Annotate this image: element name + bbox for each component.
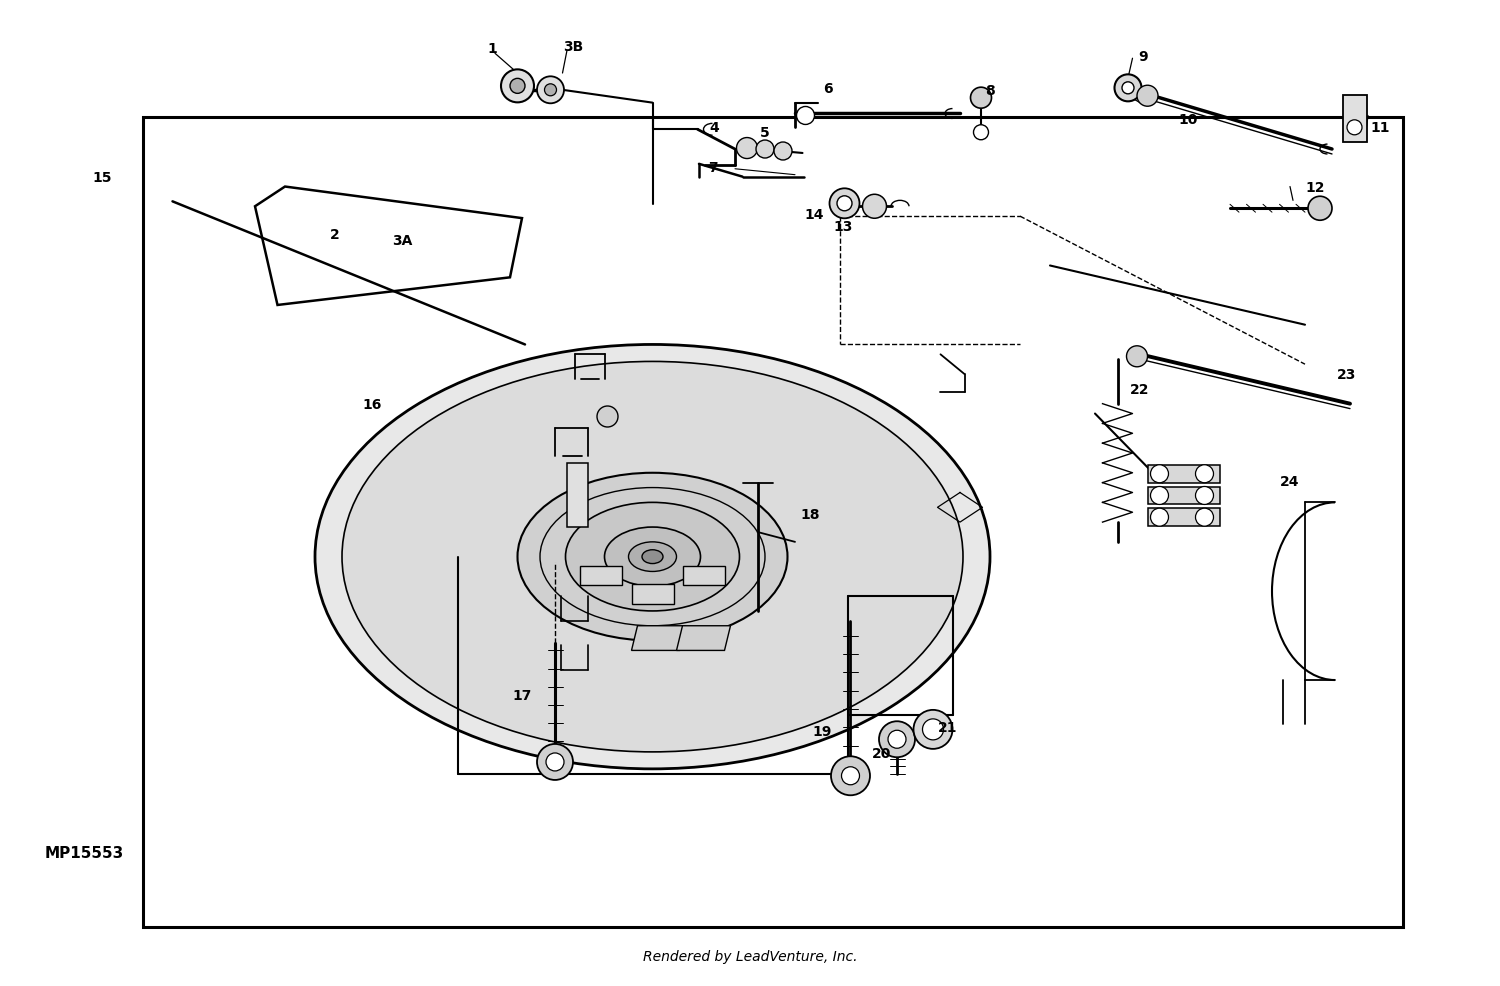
Ellipse shape [342,362,963,752]
Ellipse shape [862,195,886,219]
Ellipse shape [842,767,860,785]
Bar [1148,487,1220,505]
Text: MP15553: MP15553 [45,845,125,861]
Ellipse shape [1126,346,1148,368]
Text: 22: 22 [1131,383,1149,396]
Text: 21: 21 [939,721,957,735]
Text: 3B: 3B [562,40,584,54]
Text: 5: 5 [760,126,770,140]
Bar [142,118,1403,927]
Ellipse shape [922,719,944,740]
Text: 14: 14 [806,208,825,222]
Ellipse shape [1347,120,1362,136]
Bar [567,463,588,528]
Ellipse shape [642,550,663,564]
Polygon shape [676,626,730,651]
Ellipse shape [879,722,915,757]
Ellipse shape [1114,75,1142,103]
Ellipse shape [1150,487,1168,505]
Ellipse shape [830,189,860,219]
Bar [579,566,621,586]
Ellipse shape [831,756,870,796]
Bar [684,566,726,586]
Text: 16: 16 [363,397,381,411]
Ellipse shape [1122,83,1134,95]
Text: 17: 17 [513,688,531,702]
Polygon shape [255,187,522,306]
Text: Rendered by LeadVenture, Inc.: Rendered by LeadVenture, Inc. [642,950,858,963]
Ellipse shape [1137,86,1158,107]
Ellipse shape [796,107,814,125]
Bar [1148,509,1220,527]
Polygon shape [632,626,686,651]
Text: 12: 12 [1305,180,1326,194]
Ellipse shape [1150,465,1168,483]
Text: 9: 9 [1138,50,1148,64]
Text: 3A: 3A [392,234,412,247]
Ellipse shape [518,473,788,641]
Ellipse shape [546,753,564,771]
Ellipse shape [1196,509,1214,527]
Ellipse shape [774,143,792,161]
Bar [1148,465,1220,483]
Ellipse shape [914,710,952,749]
Text: 4: 4 [710,121,718,135]
Ellipse shape [1308,197,1332,221]
Ellipse shape [537,77,564,105]
Text: 7: 7 [708,161,717,175]
Ellipse shape [597,406,618,428]
Bar [1342,96,1366,143]
Ellipse shape [628,542,676,572]
Ellipse shape [1196,487,1214,505]
Ellipse shape [1150,509,1168,527]
Ellipse shape [501,70,534,104]
Ellipse shape [888,731,906,748]
Text: 1: 1 [488,42,496,56]
Text: 2: 2 [330,228,339,242]
Text: 24: 24 [1280,474,1299,488]
Text: 15: 15 [93,171,111,184]
Ellipse shape [510,79,525,95]
Text: BE: BE [816,385,849,404]
Text: 19: 19 [813,725,831,739]
Text: 20: 20 [873,746,891,760]
Ellipse shape [756,141,774,159]
Ellipse shape [544,85,556,97]
Text: LEADVENTURE: LEADVENTURE [753,424,912,444]
Ellipse shape [736,138,758,160]
Text: 8: 8 [986,84,994,98]
Ellipse shape [566,503,740,611]
Text: 23: 23 [1338,368,1356,382]
Text: 6: 6 [824,82,833,96]
Ellipse shape [537,744,573,780]
Text: 18: 18 [801,508,820,522]
Ellipse shape [974,125,988,141]
Ellipse shape [315,345,990,769]
Bar [632,585,674,604]
Ellipse shape [970,88,992,109]
Ellipse shape [837,196,852,212]
Text: 11: 11 [1371,121,1389,135]
Ellipse shape [604,528,700,587]
Text: 10: 10 [1179,113,1197,127]
Text: 13: 13 [834,220,852,234]
Ellipse shape [1196,465,1214,483]
